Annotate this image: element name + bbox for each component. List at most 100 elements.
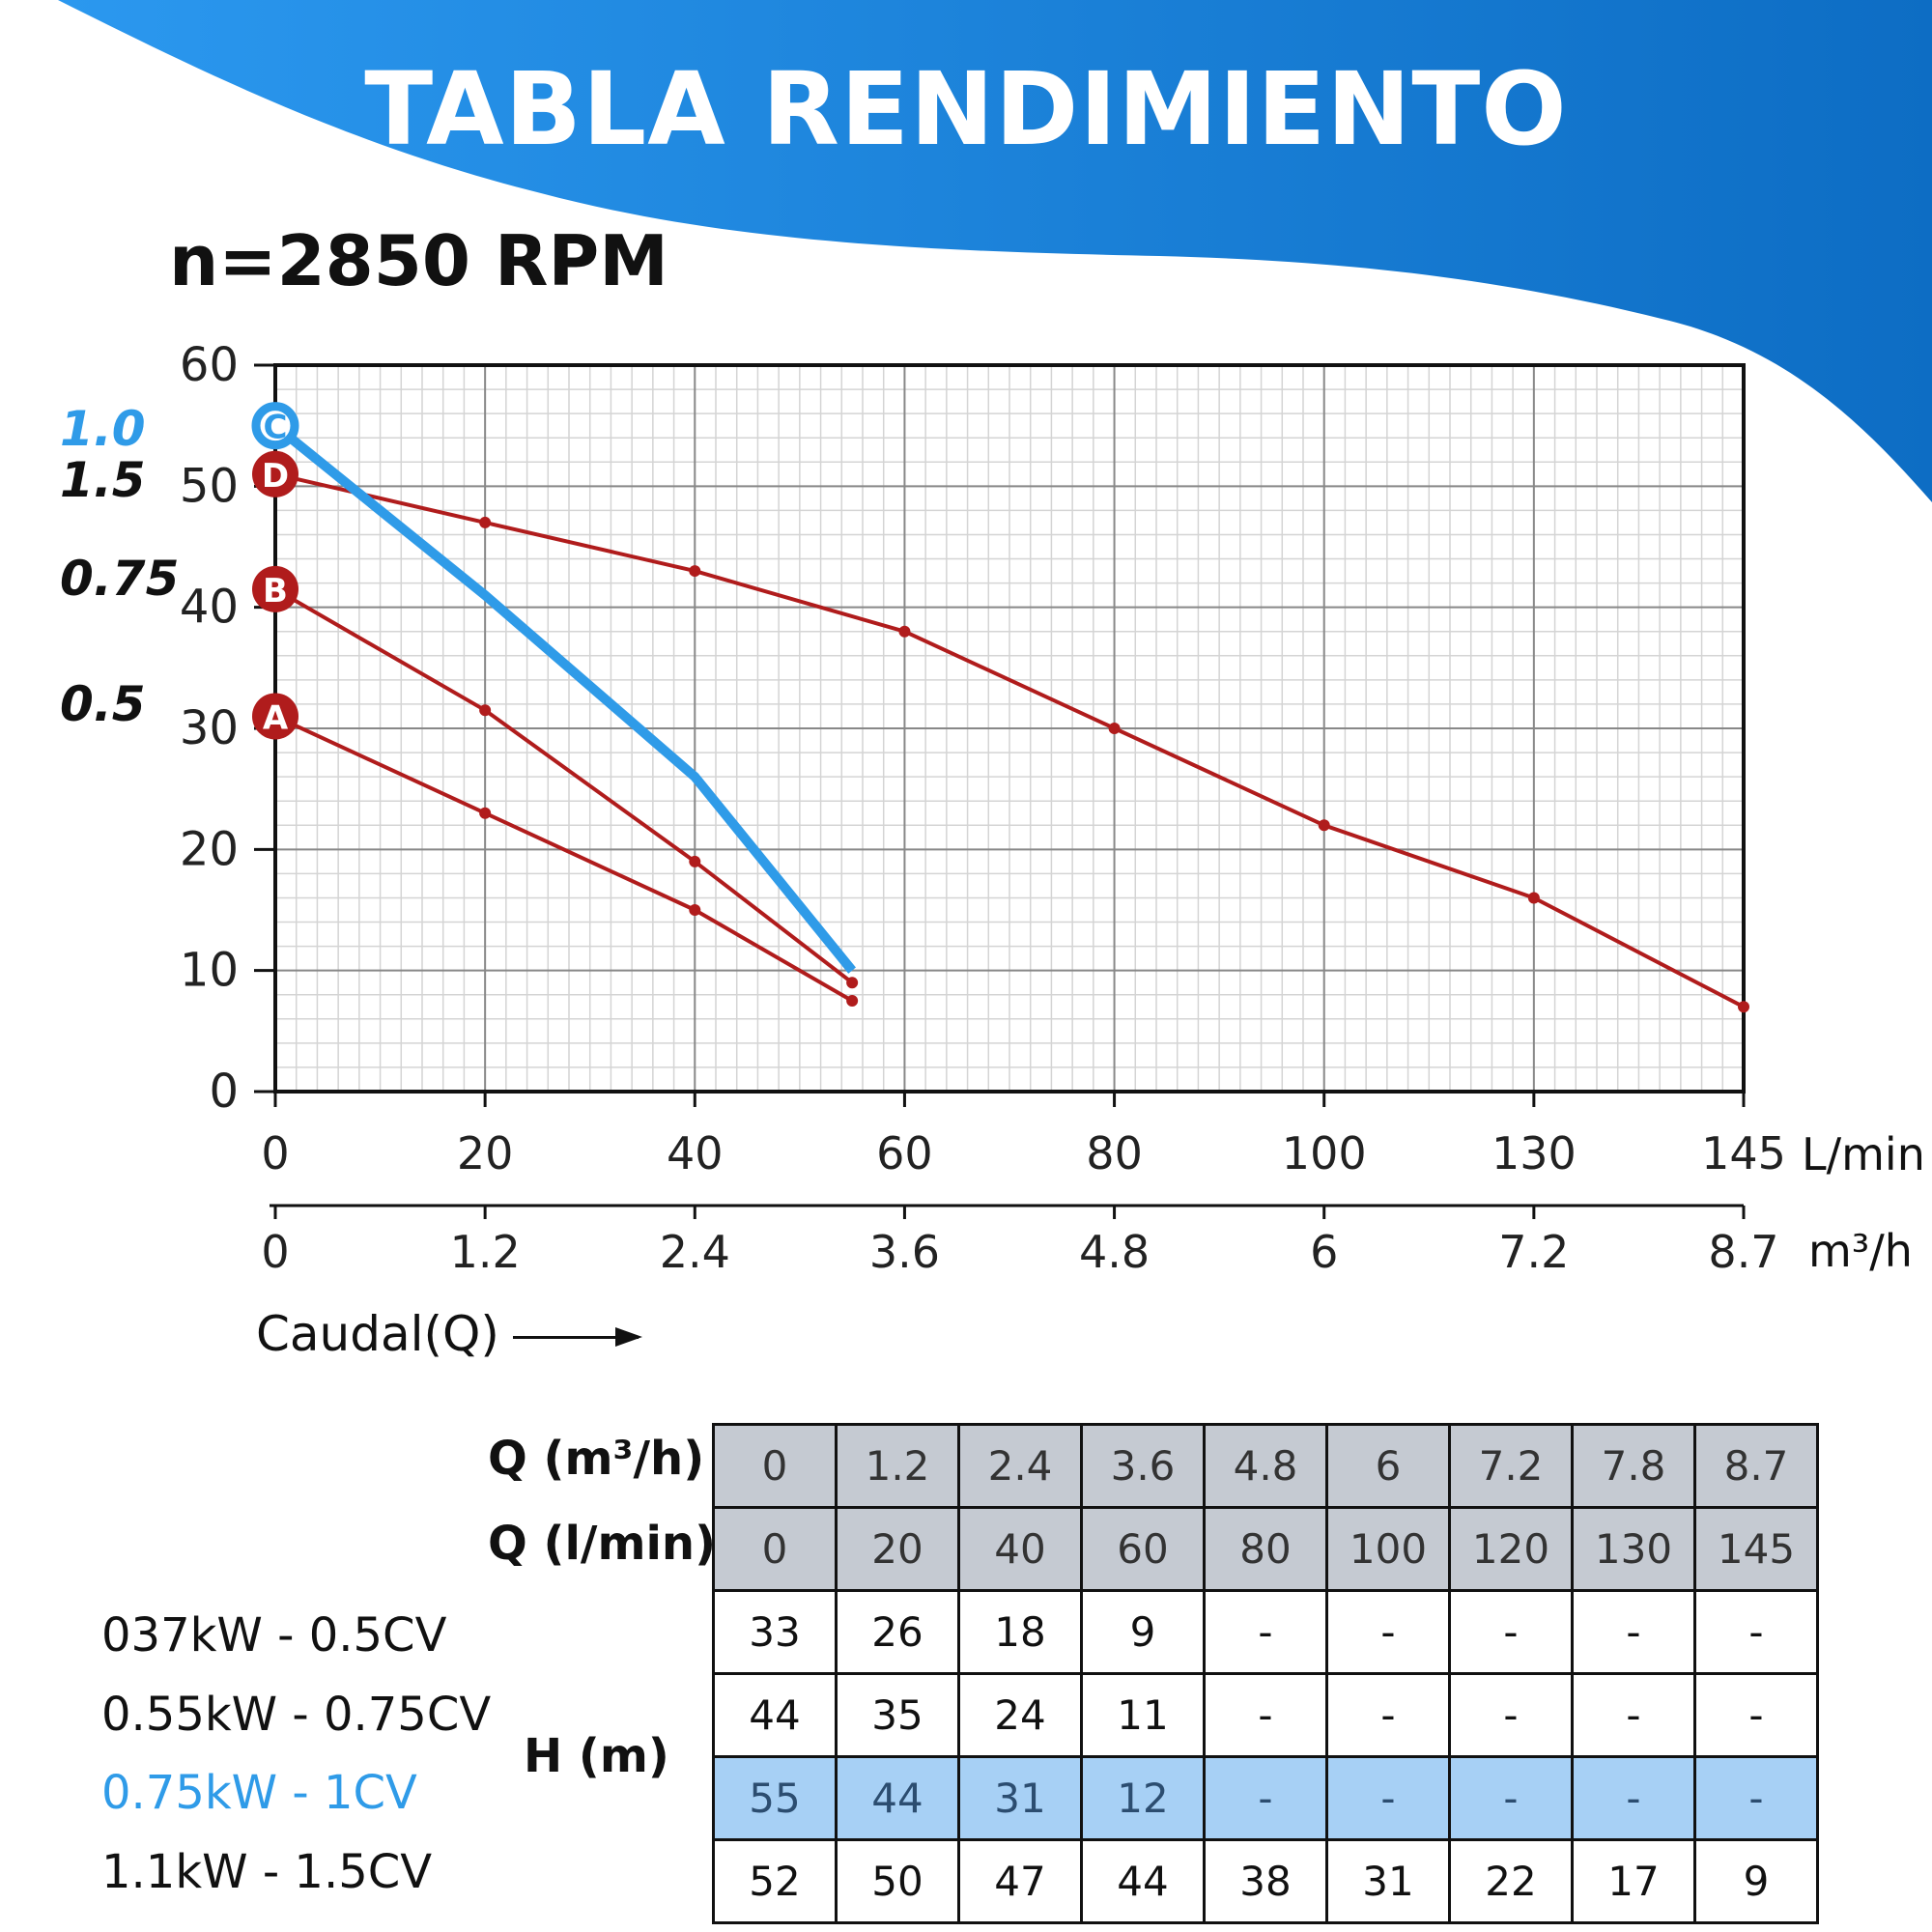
x-tick-label: 80 bbox=[1086, 1127, 1143, 1179]
table-cell: - bbox=[1571, 1755, 1696, 1841]
x-tick-label: 145 bbox=[1701, 1127, 1786, 1179]
table-cell: 24 bbox=[957, 1672, 1083, 1758]
data-point bbox=[479, 807, 492, 819]
table-cell: 6 bbox=[1325, 1423, 1451, 1509]
table-row-h: 33 26 18 9- - - - - bbox=[712, 1589, 1819, 1675]
table-cell: 31 bbox=[1325, 1838, 1451, 1924]
y-tick-label: 10 bbox=[180, 944, 239, 998]
table-cell: - bbox=[1325, 1672, 1451, 1758]
x2-tick-label: 1.2 bbox=[450, 1226, 521, 1278]
table-cell: 80 bbox=[1203, 1506, 1328, 1592]
x-tick-label: 130 bbox=[1492, 1127, 1577, 1179]
table-cell: 40 bbox=[957, 1506, 1083, 1592]
performance-table: 0 1.2 2.4 3.6 4.8 6 7.2 7.8 8.7 0 20 40 60 80 100 120 13… bbox=[712, 1423, 1819, 1924]
table-cell: 130 bbox=[1571, 1506, 1696, 1592]
table-cell: - bbox=[1203, 1755, 1328, 1841]
table-cell: 52 bbox=[712, 1838, 838, 1924]
data-point bbox=[1318, 819, 1330, 832]
curve-power-a: 0.5 bbox=[60, 676, 146, 732]
y-tick-label: 40 bbox=[180, 581, 239, 635]
table-cell: 26 bbox=[835, 1589, 960, 1675]
series-marker-d bbox=[252, 450, 298, 497]
table-cell: - bbox=[1571, 1672, 1696, 1758]
table-cell: 8.7 bbox=[1693, 1423, 1819, 1509]
data-point bbox=[479, 704, 492, 717]
x2-tick-label: 0 bbox=[261, 1226, 289, 1278]
x-axis-title: Caudal(Q) bbox=[256, 1306, 642, 1362]
table-cell: - bbox=[1693, 1755, 1819, 1841]
table-cell: - bbox=[1203, 1672, 1328, 1758]
series-marker-c bbox=[251, 402, 299, 450]
table-cell: 0 bbox=[712, 1506, 838, 1592]
table-cell: 33 bbox=[712, 1589, 838, 1675]
series-line-c bbox=[271, 421, 856, 974]
data-point bbox=[1527, 892, 1540, 904]
table-cell: 60 bbox=[1080, 1506, 1206, 1592]
x2-tick-label: 2.4 bbox=[660, 1226, 730, 1278]
table-row-q-lmin: 0 20 40 60 80 100 120 130 145 bbox=[712, 1506, 1819, 1592]
table-cell: 9 bbox=[1693, 1838, 1819, 1924]
x-tick-label: 100 bbox=[1282, 1127, 1367, 1179]
y-tick-label: 50 bbox=[180, 459, 239, 513]
data-point bbox=[1738, 1001, 1749, 1013]
table-cell: 22 bbox=[1448, 1838, 1574, 1924]
table-cell: 120 bbox=[1448, 1506, 1574, 1592]
table-cell: 7.8 bbox=[1571, 1423, 1696, 1509]
table-cell: 18 bbox=[957, 1589, 1083, 1675]
table-cell: 2.4 bbox=[957, 1423, 1083, 1509]
series-marker-label: D bbox=[262, 457, 289, 496]
table-cell: 20 bbox=[835, 1506, 960, 1592]
table-cell: - bbox=[1448, 1755, 1574, 1841]
table-cell: 55 bbox=[712, 1755, 838, 1841]
series-marker-b bbox=[252, 565, 298, 612]
series-marker-label: C bbox=[264, 409, 288, 447]
table-cell: 44 bbox=[712, 1672, 838, 1758]
table-cell: - bbox=[1325, 1589, 1451, 1675]
table-cell: 7.2 bbox=[1448, 1423, 1574, 1509]
table-cell: 11 bbox=[1080, 1672, 1206, 1758]
x-tick-label: 40 bbox=[667, 1127, 724, 1179]
legend-row-0: 037kW - 0.5CV bbox=[101, 1608, 447, 1662]
data-point bbox=[689, 855, 701, 867]
table-cell: 35 bbox=[835, 1672, 960, 1758]
h-label: H (m) bbox=[524, 1729, 669, 1783]
x-tick-label: 20 bbox=[457, 1127, 514, 1179]
x2-tick-label: 6 bbox=[1310, 1226, 1338, 1278]
data-point bbox=[1108, 723, 1121, 734]
x2-tick-label: 7.2 bbox=[1498, 1226, 1569, 1278]
table-cell: 50 bbox=[835, 1838, 960, 1924]
x-unit-lmin: L/min bbox=[1802, 1128, 1925, 1180]
table-cell: 38 bbox=[1203, 1838, 1328, 1924]
table-cell: - bbox=[1325, 1755, 1451, 1841]
table-cell: - bbox=[1693, 1672, 1819, 1758]
table-cell: 3.6 bbox=[1080, 1423, 1206, 1509]
q-lmin-label: Q (l/min) bbox=[488, 1517, 717, 1571]
series-line-b bbox=[274, 587, 854, 984]
legend-row-3: 1.1kW - 1.5CV bbox=[101, 1845, 433, 1899]
curve-power-c: 1.0 bbox=[60, 401, 146, 457]
page-title: TABLA RENDIMIENTO bbox=[364, 50, 1568, 168]
q-m3h-label: Q (m³/h) bbox=[488, 1432, 705, 1486]
x2-tick-label: 4.8 bbox=[1079, 1226, 1150, 1278]
y-tick-label: 30 bbox=[180, 701, 239, 755]
table-cell: - bbox=[1571, 1589, 1696, 1675]
legend-row-2: 0.75kW - 1CV bbox=[101, 1766, 417, 1820]
x2-tick-label: 8.7 bbox=[1708, 1226, 1778, 1278]
table-cell: 31 bbox=[957, 1755, 1083, 1841]
table-cell: 12 bbox=[1080, 1755, 1206, 1841]
legend-row-1: 0.55kW - 0.75CV bbox=[101, 1688, 492, 1742]
table-cell: - bbox=[1448, 1672, 1574, 1758]
data-point bbox=[846, 995, 859, 1007]
x2-tick-label: 3.6 bbox=[869, 1226, 940, 1278]
arrow-right-icon bbox=[512, 1327, 642, 1347]
table-cell: 4.8 bbox=[1203, 1423, 1328, 1509]
y-tick-label: 20 bbox=[180, 822, 239, 876]
table-cell: 47 bbox=[957, 1838, 1083, 1924]
data-point bbox=[846, 977, 859, 989]
series-marker-a bbox=[252, 693, 298, 740]
table-cell: 44 bbox=[1080, 1838, 1206, 1924]
table-row-q-m3h: 0 1.2 2.4 3.6 4.8 6 7.2 7.8 8.7 bbox=[712, 1423, 1819, 1509]
series-line-a bbox=[274, 714, 854, 1003]
